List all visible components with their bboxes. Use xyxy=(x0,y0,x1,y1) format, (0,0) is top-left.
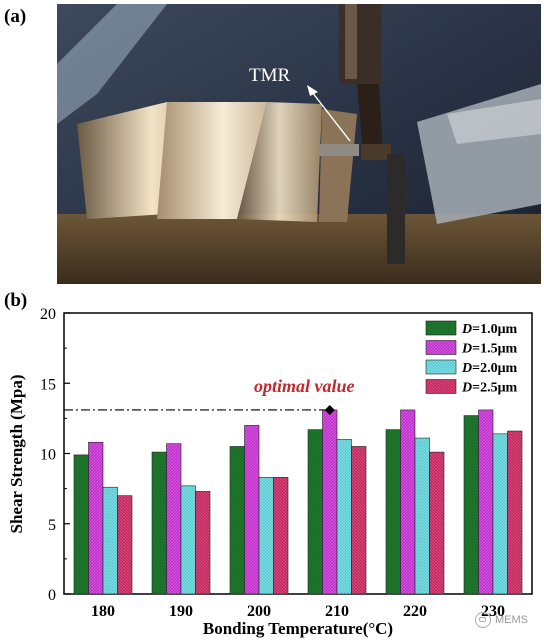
optimal-value-label: optimal value xyxy=(254,376,355,396)
x-tick-label: 200 xyxy=(247,603,271,620)
bar xyxy=(180,485,196,595)
bar xyxy=(166,443,182,595)
x-axis-label: Bonding Temperature(°C) xyxy=(203,619,393,638)
bar xyxy=(273,477,289,595)
y-tick-label: 15 xyxy=(40,376,56,393)
y-tick-label: 5 xyxy=(48,517,56,534)
bar xyxy=(478,409,494,595)
bar xyxy=(229,446,245,595)
panel-b-label: (b) xyxy=(4,290,28,311)
bar xyxy=(385,429,401,595)
watermark: MEMS xyxy=(475,612,528,628)
legend-entry: D=1.0μm xyxy=(461,322,518,337)
bar xyxy=(351,446,367,595)
bar xyxy=(336,439,352,595)
y-axis-label: Shear Strength (Mpa) xyxy=(7,375,26,534)
legend-entry: D=2.0μm xyxy=(461,361,518,376)
y-tick-label: 0 xyxy=(48,587,56,604)
y-tick-label: 10 xyxy=(40,447,56,464)
bar xyxy=(307,429,323,595)
x-tick-label: 220 xyxy=(403,603,427,620)
legend-value: =1.0μm xyxy=(472,322,517,337)
legend-entry: D=2.5μm xyxy=(461,381,518,396)
watermark-text: MEMS xyxy=(495,614,528,626)
bar xyxy=(492,433,508,595)
x-tick-label: 190 xyxy=(169,603,193,620)
bar xyxy=(400,409,416,595)
tmr-arrow-line xyxy=(311,91,351,142)
legend-value: =2.0μm xyxy=(472,361,517,376)
bar xyxy=(258,477,274,595)
tmr-arrowhead xyxy=(307,85,318,96)
legend-value: =1.5μm xyxy=(472,342,517,357)
legend-entry: D=1.5μm xyxy=(461,342,518,357)
legend-swatch xyxy=(425,379,457,394)
bar xyxy=(322,409,338,595)
tmr-annotation: TMR xyxy=(249,65,351,142)
legend-variable: D xyxy=(461,381,472,396)
bar xyxy=(117,495,133,595)
bar xyxy=(429,451,445,595)
bar xyxy=(73,454,89,595)
bar xyxy=(463,415,479,595)
bar xyxy=(151,451,167,595)
y-tick-label: 20 xyxy=(40,306,56,323)
legend-swatch xyxy=(425,340,457,355)
bar xyxy=(88,441,104,595)
legend-swatch xyxy=(425,320,457,336)
tmr-label: TMR xyxy=(249,65,291,86)
wechat-icon xyxy=(475,612,491,628)
x-tick-label: 210 xyxy=(325,603,349,620)
optimal-marker xyxy=(324,404,335,415)
legend-variable: D xyxy=(461,361,472,376)
bar xyxy=(102,486,118,595)
panel-a-label: (a) xyxy=(4,6,27,27)
bar xyxy=(244,425,260,595)
bar xyxy=(195,491,211,595)
bar xyxy=(507,430,523,595)
x-tick-label: 180 xyxy=(91,603,115,620)
legend-variable: D xyxy=(461,342,472,357)
bar xyxy=(414,437,430,595)
legend-variable: D xyxy=(461,322,472,337)
legend-value: =2.5μm xyxy=(472,381,517,396)
legend-swatch xyxy=(425,359,457,375)
